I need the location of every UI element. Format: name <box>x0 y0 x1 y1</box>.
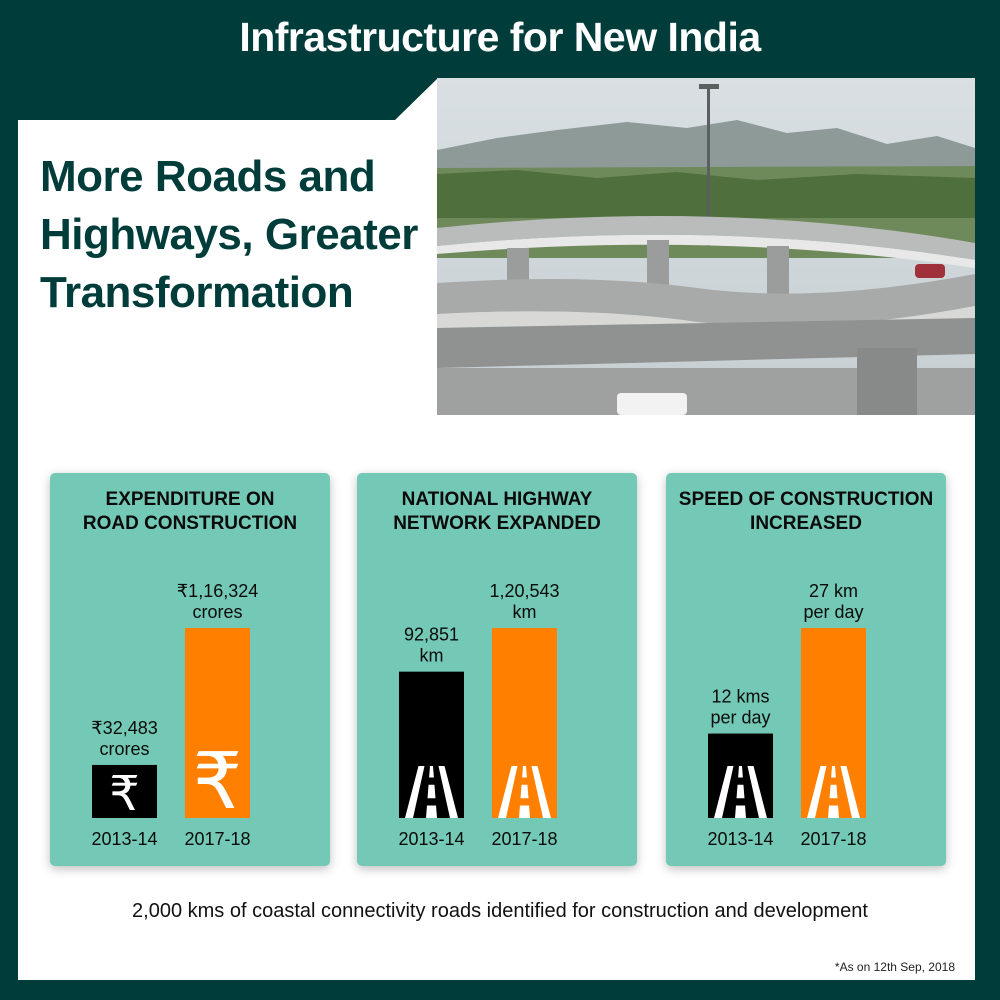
category-label: 2017-18 <box>491 829 557 849</box>
chart-title: EXPENDITURE ON ROAD CONSTRUCTION <box>82 489 298 534</box>
data-label: ₹1,16,324 <box>177 581 259 601</box>
bar-2017-18 <box>185 628 250 818</box>
category-label: 2013-14 <box>707 829 773 849</box>
data-label: km <box>420 646 444 666</box>
rupee-icon: ₹ <box>193 737 243 827</box>
as-of-date: *As on 12th Sep, 2018 <box>834 960 955 974</box>
road-icon <box>498 766 551 818</box>
data-label: crores <box>99 739 149 759</box>
chart-card-speed: SPEED OF CONSTRUCTION INCREASED 12 kms pe… <box>666 473 946 866</box>
road-icon <box>714 766 767 818</box>
data-label: crores <box>192 602 242 622</box>
coastal-roads-note: 2,000 kms of coastal connectivity roads … <box>132 900 868 922</box>
chart-expenditure: ₹₹32,483crores2013-14₹₹1,16,324crores201… <box>91 581 259 849</box>
data-label: per day <box>803 602 863 622</box>
category-label: 2017-18 <box>184 829 250 849</box>
chart-card-highway: NATIONAL HIGHWAY NETWORK EXPANDED 92,851… <box>357 473 637 866</box>
data-label: km <box>513 602 537 622</box>
headline: More Roads and Highways, Greater Transfo… <box>40 152 418 317</box>
chart-card-expenditure: EXPENDITURE ON ROAD CONSTRUCTION ₹ ₹32,48… <box>50 473 330 866</box>
rupee-icon: ₹ <box>109 766 140 822</box>
data-label: 1,20,543 <box>489 581 559 601</box>
data-label: 92,851 <box>404 625 459 645</box>
chart-title: NATIONAL HIGHWAY NETWORK EXPANDED <box>393 489 601 534</box>
road-icon <box>405 766 458 818</box>
page-title: Infrastructure for New India <box>239 14 761 60</box>
data-label: 12 kms <box>711 687 769 707</box>
category-label: 2013-14 <box>398 829 464 849</box>
data-label: ₹32,483 <box>91 718 158 738</box>
flyover-photo <box>437 78 975 415</box>
road-icon <box>807 766 860 818</box>
category-label: 2013-14 <box>91 829 157 849</box>
category-label: 2017-18 <box>800 829 866 849</box>
bar-2013-14 <box>92 764 157 818</box>
data-label: per day <box>710 708 770 728</box>
chart-title: SPEED OF CONSTRUCTION INCREASED <box>678 489 934 534</box>
data-label: 27 km <box>809 581 858 601</box>
